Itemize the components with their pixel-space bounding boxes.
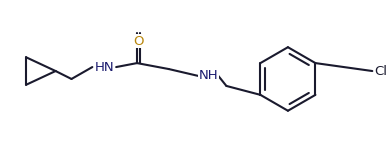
Text: Cl: Cl [374, 64, 387, 77]
Text: HN: HN [95, 61, 114, 74]
Text: NH: NH [199, 69, 218, 82]
Text: O: O [133, 35, 143, 48]
